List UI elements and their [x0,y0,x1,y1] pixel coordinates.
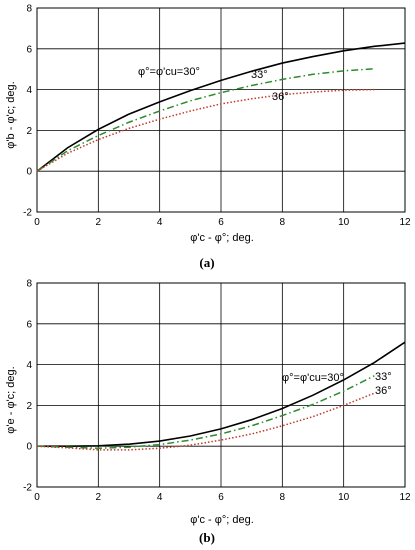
x-axis-label-a: φ'c - φ°; deg. [190,232,254,244]
annotation-33-a: 33° [251,69,268,81]
x-tick-label-b-2: 4 [157,492,163,503]
y-tick-label-b-0: -2 [23,483,32,494]
x-tick-label-b-0: 0 [34,492,40,503]
x-tick-label-b-1: 2 [96,492,102,503]
y-tick-label-a-5: 8 [26,4,32,15]
series-line-a-0 [36,42,406,172]
series-line-a-1 [36,68,375,172]
series-line-b-2 [36,392,375,451]
x-tick-label-b-5: 10 [338,492,350,503]
y-tick-label-a-1: 0 [26,167,32,178]
x-tick-label-b-4: 8 [280,492,286,503]
y-axis-label-a: φ'b - φ'c; deg. [5,81,17,148]
x-tick-label-b-3: 6 [218,492,224,503]
panel-label-b: (b) [199,530,215,545]
series-line-b-0 [37,341,406,448]
y-axis-label-b: φ'e - φ'c; deg. [5,366,17,433]
y-tick-label-a-4: 6 [26,44,32,55]
annotation-30-a: φ°=φ'cu=30° [138,66,200,78]
x-tick-label-a-6: 12 [399,217,411,228]
y-tick-label-a-3: 4 [26,85,32,96]
x-tick-label-a-0: 0 [34,217,40,228]
y-tick-label-b-5: 8 [26,279,32,290]
y-tick-label-a-2: 2 [26,126,32,137]
y-tick-label-b-2: 2 [26,401,32,412]
y-tick-label-b-4: 6 [26,319,32,330]
plot-frame-b [36,282,406,488]
x-tick-label-a-4: 8 [280,217,286,228]
y-tick-label-a-0: -2 [23,208,32,219]
y-tick-label-b-3: 4 [26,360,32,371]
series-line-a-2 [36,88,375,172]
plot-frame-a [36,7,406,213]
panel-label-a: (a) [199,255,214,270]
x-tick-label-a-1: 2 [96,217,102,228]
x-tick-label-a-3: 6 [218,217,224,228]
annotation-33-b: 33° [375,371,392,383]
y-tick-label-b-1: 0 [26,442,32,453]
x-tick-label-a-5: 10 [338,217,350,228]
x-axis-label-b: φ'c - φ°; deg. [190,514,254,526]
annotation-36-a: 36° [272,91,289,103]
annotation-36-b: 36° [375,385,392,397]
x-tick-label-a-2: 4 [157,217,163,228]
x-tick-label-b-6: 12 [399,492,411,503]
annotation-30-b: φ°=φ'cu=30° [282,372,344,384]
